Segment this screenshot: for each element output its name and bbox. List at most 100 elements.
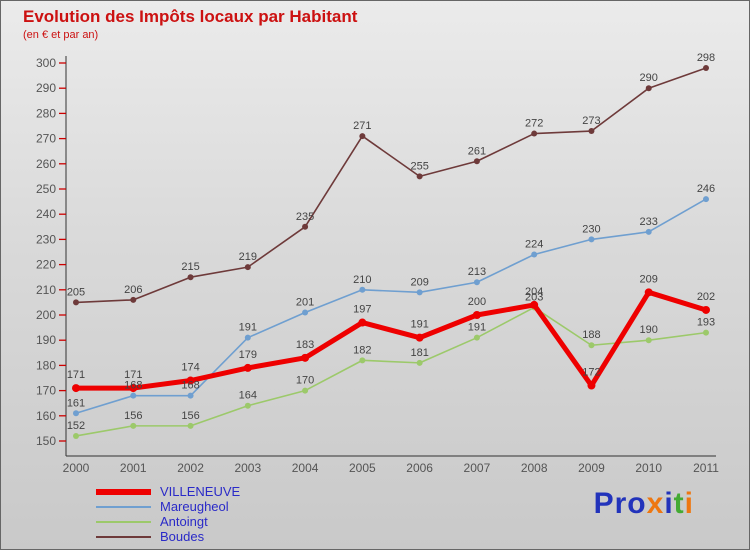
legend-swatch-mareugheol	[96, 505, 151, 508]
svg-text:298: 298	[697, 52, 715, 64]
svg-text:250: 250	[36, 182, 56, 196]
svg-text:255: 255	[410, 160, 428, 172]
svg-text:180: 180	[36, 358, 56, 372]
svg-text:2009: 2009	[578, 461, 605, 475]
svg-text:2004: 2004	[292, 461, 319, 475]
svg-text:2007: 2007	[464, 461, 491, 475]
svg-text:300: 300	[36, 56, 56, 70]
legend-item-boudes: Boudes	[96, 529, 240, 544]
svg-text:209: 209	[410, 276, 428, 288]
svg-text:191: 191	[239, 322, 257, 334]
svg-text:209: 209	[640, 273, 658, 285]
svg-text:2003: 2003	[234, 461, 261, 475]
svg-text:190: 190	[640, 324, 658, 336]
svg-text:164: 164	[239, 390, 257, 402]
svg-text:197: 197	[353, 304, 371, 316]
svg-text:182: 182	[353, 344, 371, 356]
logo-letter: i	[664, 487, 674, 520]
svg-text:168: 168	[124, 380, 142, 392]
svg-text:219: 219	[239, 251, 257, 263]
svg-text:202: 202	[697, 291, 715, 303]
svg-text:290: 290	[640, 72, 658, 84]
svg-text:270: 270	[36, 132, 56, 146]
svg-text:183: 183	[296, 339, 314, 351]
svg-text:224: 224	[525, 239, 543, 251]
svg-text:2006: 2006	[406, 461, 433, 475]
logo-letter: r	[614, 487, 628, 520]
legend-swatch-villeneuve	[96, 488, 151, 495]
svg-text:150: 150	[36, 434, 56, 448]
svg-text:233: 233	[640, 216, 658, 228]
svg-text:201: 201	[296, 296, 314, 308]
svg-text:160: 160	[36, 409, 56, 423]
legend-item-villeneuve: VILLENEUVE	[96, 484, 240, 499]
logo-letter: o	[627, 487, 647, 520]
legend-label: Antoingt	[160, 513, 208, 529]
svg-text:170: 170	[36, 384, 56, 398]
svg-text:290: 290	[36, 81, 56, 95]
legend-label: VILLENEUVE	[160, 483, 241, 499]
svg-text:206: 206	[124, 284, 142, 296]
legend-swatch-boudes	[96, 535, 151, 538]
svg-text:235: 235	[296, 211, 314, 223]
svg-text:213: 213	[468, 266, 486, 278]
chart-subtitle: (en € et par an)	[23, 29, 99, 41]
svg-text:179: 179	[239, 349, 257, 361]
svg-text:200: 200	[468, 296, 486, 308]
svg-text:246: 246	[697, 183, 715, 195]
svg-text:156: 156	[181, 410, 199, 422]
svg-text:203: 203	[525, 291, 543, 303]
svg-text:2005: 2005	[349, 461, 376, 475]
svg-text:172: 172	[582, 367, 600, 379]
svg-text:174: 174	[181, 362, 199, 374]
chart-title: Evolution des Impôts locaux par Habitant	[23, 7, 358, 26]
svg-text:193: 193	[697, 317, 715, 329]
legend-item-antoingt: Antoingt	[96, 514, 240, 529]
svg-text:2001: 2001	[120, 461, 147, 475]
svg-text:230: 230	[36, 232, 56, 246]
svg-text:191: 191	[410, 319, 428, 331]
svg-text:191: 191	[468, 322, 486, 334]
svg-text:2011: 2011	[693, 461, 719, 475]
svg-text:200: 200	[36, 308, 56, 322]
svg-text:171: 171	[124, 369, 142, 381]
chart-legend: VILLENEUVE Mareugheol Antoingt Boudes	[96, 484, 240, 544]
logo-letter: i	[684, 487, 694, 520]
svg-text:261: 261	[468, 145, 486, 157]
svg-text:152: 152	[67, 420, 85, 432]
proxiti-logo: Proxiti	[594, 487, 694, 521]
svg-text:230: 230	[582, 223, 600, 235]
svg-text:210: 210	[353, 274, 371, 286]
svg-text:2000: 2000	[63, 461, 90, 475]
svg-text:188: 188	[582, 329, 600, 341]
svg-text:280: 280	[36, 106, 56, 120]
legend-item-mareugheol: Mareugheol	[96, 499, 240, 514]
svg-text:168: 168	[181, 380, 199, 392]
svg-text:215: 215	[181, 261, 199, 273]
legend-label: Mareugheol	[160, 498, 229, 514]
svg-text:204: 204	[525, 286, 543, 298]
svg-text:271: 271	[353, 120, 371, 132]
legend-label: Boudes	[160, 528, 205, 544]
svg-text:156: 156	[124, 410, 142, 422]
svg-text:210: 210	[36, 283, 56, 297]
logo-letter: t	[673, 487, 685, 520]
legend-swatch-antoingt	[96, 520, 151, 523]
logo-letter: P	[593, 487, 615, 520]
svg-text:240: 240	[36, 207, 56, 221]
svg-text:2002: 2002	[177, 461, 204, 475]
svg-text:272: 272	[525, 118, 543, 130]
svg-text:190: 190	[36, 333, 56, 347]
logo-letter: x	[646, 487, 665, 520]
svg-text:161: 161	[67, 397, 85, 409]
svg-text:171: 171	[67, 369, 85, 381]
svg-text:273: 273	[582, 115, 600, 127]
svg-text:260: 260	[36, 157, 56, 171]
svg-text:2008: 2008	[521, 461, 548, 475]
svg-text:2010: 2010	[635, 461, 662, 475]
svg-text:220: 220	[36, 258, 56, 272]
svg-text:170: 170	[296, 375, 314, 387]
svg-text:181: 181	[410, 347, 428, 359]
